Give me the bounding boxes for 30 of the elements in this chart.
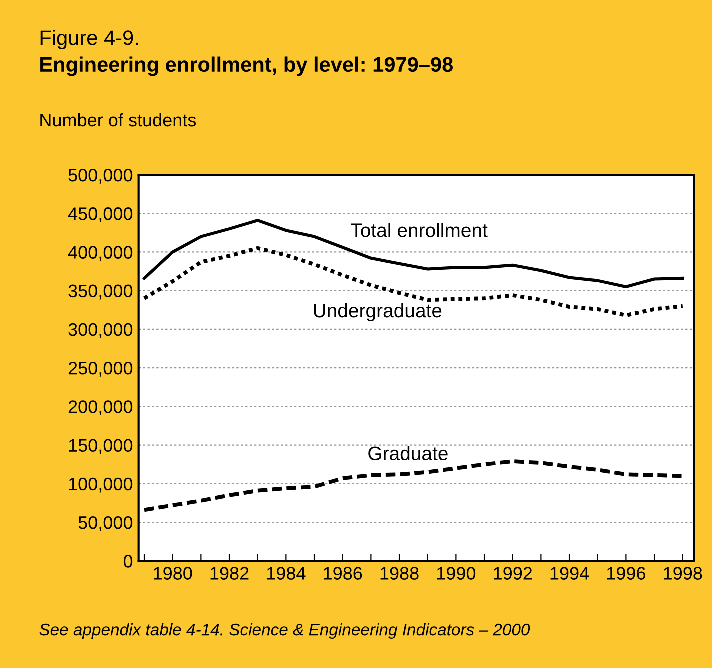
- y-tick-label: 400,000: [68, 246, 133, 262]
- x-tick-label: 1994: [550, 567, 590, 580]
- x-tick-label: 1990: [437, 567, 476, 580]
- y-tick-label: 250,000: [68, 362, 133, 377]
- x-tick-label: 1980: [154, 567, 192, 580]
- y-tick-label: 450,000: [68, 208, 133, 222]
- series-label: Total enrollment: [351, 223, 488, 238]
- y-tick-label: 350,000: [68, 284, 133, 300]
- text: See appendix table 4-14. Science & Engineering Indicators – 2000: [40, 623, 530, 640]
- y-tick-label: 300,000: [68, 323, 133, 338]
- y-tick-label: 150,000: [69, 439, 133, 454]
- y-tick-label: 200,000: [68, 400, 133, 416]
- y-axis-title: Number of students: [40, 113, 196, 127]
- x-tick-label: 1986: [324, 567, 362, 580]
- line-series: [142, 460, 685, 512]
- series-label: Undergraduate: [314, 303, 442, 322]
- x-tick-label: 1996: [607, 567, 646, 580]
- x-tick-label: 1988: [380, 567, 419, 580]
- line-series: [142, 219, 684, 289]
- y-tick-label: 500,000: [68, 168, 133, 184]
- chart-subtitle: Engineering enrollment, by level: 1979–98: [40, 56, 454, 76]
- x-tick-label: 1982: [210, 567, 249, 580]
- x-tick-label: 1992: [494, 567, 532, 580]
- y-tick-label: 0: [124, 555, 133, 568]
- y-tick-label: 50,000: [78, 516, 133, 532]
- series-label: Graduate: [368, 446, 448, 461]
- x-tick-label: 1998: [664, 567, 702, 580]
- chart-title: Figure 4-9.: [40, 30, 138, 50]
- y-tick-label: 100,000: [69, 478, 133, 493]
- x-tick-label: 1984: [267, 567, 306, 580]
